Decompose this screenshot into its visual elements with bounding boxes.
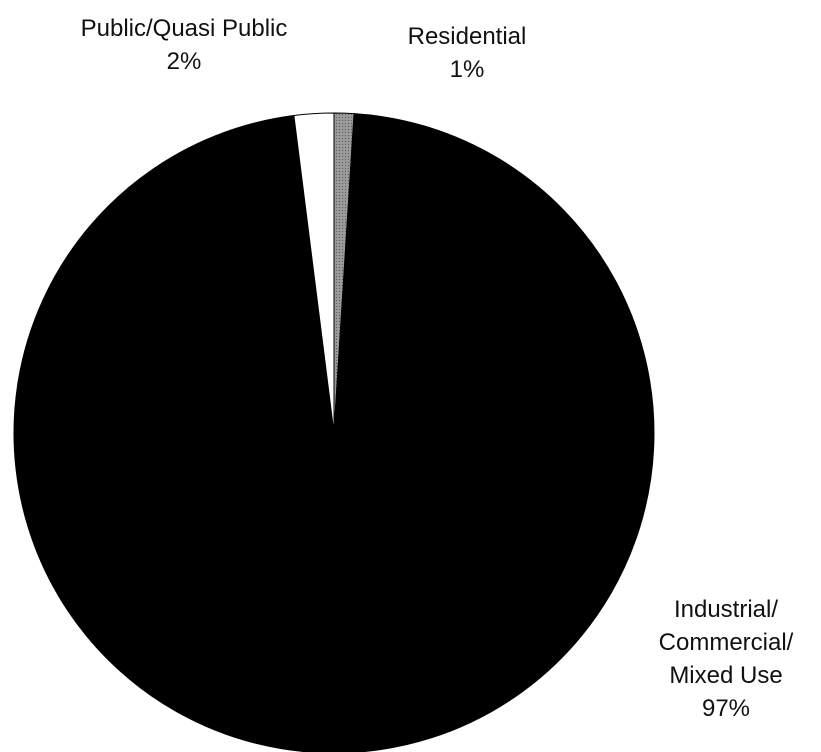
slice-public-quasi-public (293, 112, 335, 434)
label-industrial-commercial-mixed-use: Industrial/Commercial/Mixed Use 97% (659, 596, 794, 722)
category-label-line: Industrial/ (674, 596, 778, 623)
percent-label: 1% (450, 56, 485, 83)
category-label-line: Commercial/ (659, 629, 794, 656)
percent-label: 97% (702, 695, 750, 722)
label-public-quasi-public: Public/Quasi Public 2% (81, 15, 288, 75)
category-label-line: Mixed Use (669, 662, 782, 689)
label-residential: Residential 1% (408, 23, 527, 83)
category-label-line: Public/Quasi Public (81, 15, 288, 42)
percent-label: 2% (167, 48, 202, 75)
category-label-line: Residential (408, 23, 527, 50)
